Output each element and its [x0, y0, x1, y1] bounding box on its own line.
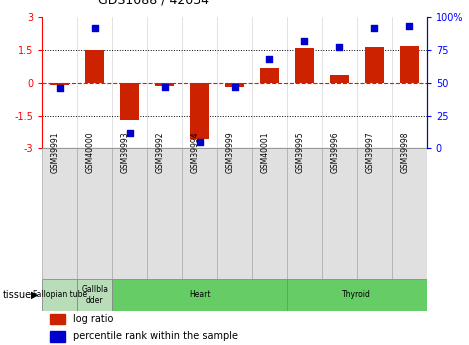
Text: GSM39999: GSM39999: [226, 131, 234, 173]
Text: tissue: tissue: [2, 290, 31, 300]
Text: log ratio: log ratio: [73, 314, 113, 324]
Bar: [85, 50, 104, 83]
Bar: [50, 331, 65, 342]
Text: Thyroid: Thyroid: [342, 290, 371, 299]
Text: GSM39995: GSM39995: [295, 131, 304, 173]
Text: GSM39992: GSM39992: [156, 131, 165, 173]
Text: GSM39991: GSM39991: [51, 131, 60, 173]
Text: Fallopian tube: Fallopian tube: [33, 290, 87, 299]
Bar: [42, 279, 77, 311]
Text: Heart: Heart: [189, 290, 210, 299]
Bar: [295, 48, 314, 83]
Bar: [287, 279, 427, 311]
Point: [336, 45, 343, 50]
Bar: [330, 75, 349, 83]
Text: percentile rank within the sample: percentile rank within the sample: [73, 332, 238, 341]
Bar: [182, 148, 217, 279]
Bar: [365, 47, 384, 83]
Point: [91, 25, 98, 30]
Text: GSM39997: GSM39997: [365, 131, 374, 173]
Text: GSM40000: GSM40000: [86, 131, 95, 173]
Bar: [147, 148, 182, 279]
Bar: [112, 279, 287, 311]
Point: [161, 84, 168, 89]
Text: GSM40001: GSM40001: [260, 131, 270, 173]
Text: GDS1088 / 42034: GDS1088 / 42034: [98, 0, 210, 7]
Bar: [217, 148, 252, 279]
Text: GSM39996: GSM39996: [330, 131, 340, 173]
Point: [56, 85, 63, 91]
Bar: [260, 68, 279, 83]
Bar: [252, 148, 287, 279]
Bar: [225, 83, 244, 87]
Text: GSM39998: GSM39998: [401, 131, 409, 173]
Bar: [155, 83, 174, 86]
Bar: [357, 148, 392, 279]
Bar: [77, 279, 112, 311]
Bar: [42, 148, 77, 279]
Bar: [77, 148, 112, 279]
Text: GSM39993: GSM39993: [121, 131, 129, 173]
Bar: [287, 148, 322, 279]
Text: Gallbla
dder: Gallbla dder: [81, 285, 108, 305]
Bar: [50, 83, 69, 85]
Bar: [392, 148, 427, 279]
Point: [126, 130, 133, 135]
Text: ▶: ▶: [30, 290, 38, 300]
Bar: [120, 83, 139, 120]
Point: [371, 25, 378, 30]
Text: GSM39994: GSM39994: [190, 131, 199, 173]
Point: [406, 24, 413, 29]
Bar: [322, 148, 357, 279]
Point: [301, 38, 308, 43]
Bar: [400, 46, 419, 83]
Bar: [50, 314, 65, 324]
Point: [196, 139, 203, 145]
Point: [231, 84, 238, 89]
Bar: [112, 148, 147, 279]
Bar: [190, 83, 209, 139]
Point: [266, 57, 273, 62]
